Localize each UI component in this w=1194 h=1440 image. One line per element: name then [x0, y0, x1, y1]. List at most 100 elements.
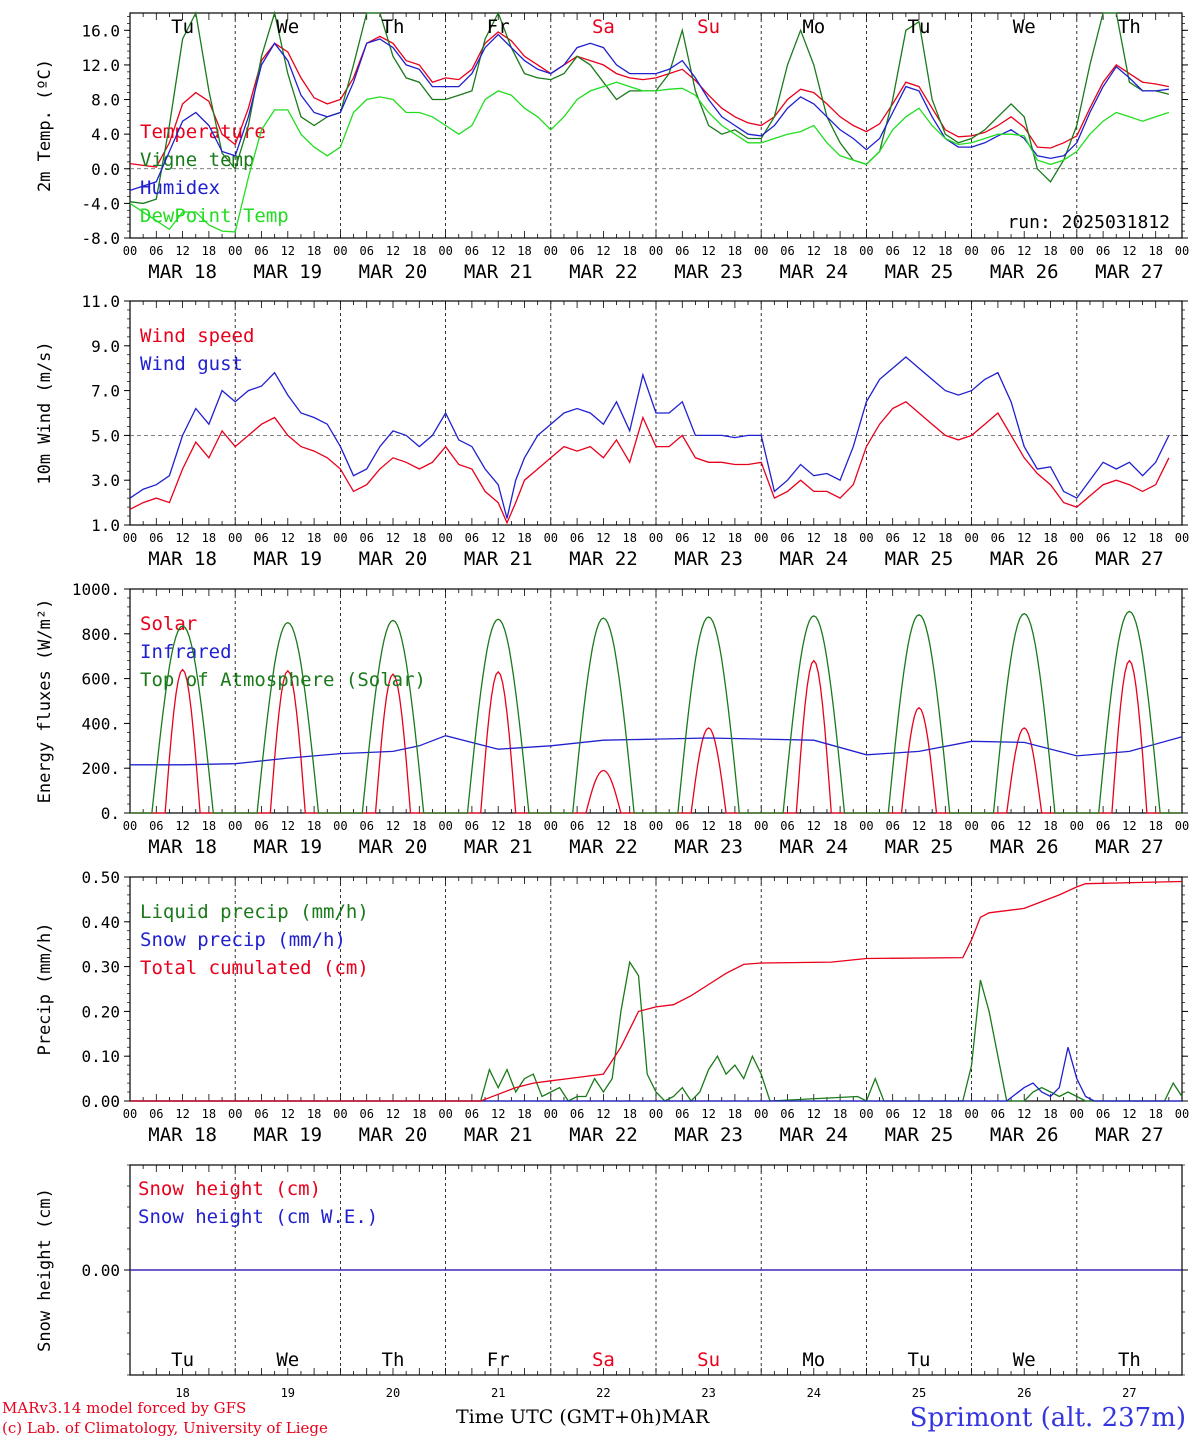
- day-label: MAR 24: [779, 836, 848, 858]
- x-tick-label: 00: [859, 1107, 873, 1121]
- x-tick-label: 00: [649, 1107, 663, 1121]
- x-tick-label: 06: [991, 531, 1005, 545]
- x-tick-label: 12: [912, 819, 926, 833]
- x-tick-label: 06: [149, 244, 163, 258]
- day-label: MAR 25: [885, 1124, 954, 1146]
- x-tick-label: 06: [465, 244, 479, 258]
- weekday-label: Th: [382, 16, 405, 38]
- weekday-label: Su: [697, 16, 720, 38]
- x-tick-label: 18: [517, 531, 531, 545]
- day-label: MAR 26: [990, 1124, 1059, 1146]
- day-label: MAR 25: [885, 836, 954, 858]
- day-label: MAR 27: [1095, 261, 1164, 283]
- y-tick-label: 200.: [81, 759, 120, 778]
- y-tick-label: -4.0: [81, 194, 120, 213]
- x-tick-label: 06: [254, 531, 268, 545]
- x-tick-label: 00: [859, 531, 873, 545]
- x-tick-label: 00: [438, 819, 452, 833]
- series-line: [129, 356, 1170, 519]
- day-label: MAR 21: [464, 1124, 533, 1146]
- day-label: MAR 26: [990, 548, 1059, 570]
- x-tick-label: 00: [333, 531, 347, 545]
- x-tick-label: 18: [1043, 531, 1057, 545]
- x-tick-label: 06: [465, 531, 479, 545]
- day-label: MAR 22: [569, 836, 638, 858]
- day-label: MAR 19: [253, 836, 322, 858]
- weekday-label: Fr: [487, 1349, 510, 1371]
- weekday-label: Th: [382, 1349, 405, 1371]
- weekday-label: Th: [1118, 16, 1141, 38]
- x-tick-label: 12: [491, 819, 505, 833]
- legend-entry: Top of Atmosphere (Solar): [140, 669, 426, 691]
- x-tick-label: 18: [728, 531, 742, 545]
- x-tick-label: 18: [517, 244, 531, 258]
- x-tick-label: 18: [938, 531, 952, 545]
- day-label: MAR 20: [359, 548, 428, 570]
- y-tick-label: 0.00: [81, 1092, 120, 1111]
- y-tick-label: 4.0: [91, 125, 120, 144]
- x-tick-label: 06: [359, 531, 373, 545]
- x-tick-label: 00: [123, 1107, 137, 1121]
- weekday-label: Tu: [908, 1349, 931, 1371]
- x-tick-label: 06: [465, 819, 479, 833]
- legend-entry: Wind speed: [140, 325, 254, 347]
- x-tick-label: 12: [1122, 819, 1136, 833]
- x-tick-label: 18: [202, 819, 216, 833]
- x-tick-label: 12: [807, 531, 821, 545]
- x-tick-label: 12: [596, 1107, 610, 1121]
- legend-entry: Infrared: [140, 641, 232, 663]
- x-tick-label: 00: [333, 1107, 347, 1121]
- series-line: [129, 401, 1170, 525]
- day-number: 20: [386, 1386, 400, 1400]
- panel-3: 1000. 800. 600. 400. 200. 0. Energy fluxes (W/…: [35, 580, 1189, 858]
- y-tick-label: 7.0: [91, 382, 120, 401]
- x-tick-label: 18: [1148, 244, 1162, 258]
- x-tick-label: 06: [570, 819, 584, 833]
- series-line: [130, 610, 1182, 814]
- x-tick-label: 18: [728, 819, 742, 833]
- x-tick-label: 12: [175, 819, 189, 833]
- series-line: [129, 81, 1170, 233]
- x-tick-label: 12: [1122, 1107, 1136, 1121]
- x-tick-label: 18: [728, 1107, 742, 1121]
- x-tick-label: 18: [622, 244, 636, 258]
- x-tick-label: 06: [570, 244, 584, 258]
- x-tick-label: 12: [1017, 819, 1031, 833]
- x-tick-label: 12: [596, 531, 610, 545]
- x-tick-label: 18: [412, 1107, 426, 1121]
- legend-entry: Snow height (cm W.E.): [138, 1206, 378, 1228]
- day-label: MAR 20: [359, 836, 428, 858]
- x-tick-label: 12: [281, 244, 295, 258]
- y-tick-label: 1000.: [72, 580, 120, 599]
- x-tick-label: 12: [1122, 531, 1136, 545]
- y-tick-label: 3.0: [91, 471, 120, 490]
- x-tick-label: 18: [307, 244, 321, 258]
- x-tick-label: 12: [1017, 1107, 1031, 1121]
- day-label: MAR 21: [464, 836, 533, 858]
- x-tick-label: 00: [754, 1107, 768, 1121]
- day-label: MAR 18: [148, 548, 217, 570]
- day-label: MAR 23: [674, 261, 743, 283]
- legend-entry: Wind gust: [140, 353, 243, 375]
- x-tick-label: 00: [123, 244, 137, 258]
- x-tick-label: 00: [1175, 819, 1189, 833]
- y-axis-label: 2m Temp. (ºC): [35, 59, 55, 192]
- day-label: MAR 25: [885, 548, 954, 570]
- weekday-label: Sa: [592, 1349, 615, 1371]
- x-tick-label: 00: [544, 244, 558, 258]
- x-tick-label: 18: [622, 531, 636, 545]
- day-number: 26: [1017, 1386, 1031, 1400]
- day-number: 22: [596, 1386, 610, 1400]
- day-label: MAR 21: [464, 548, 533, 570]
- day-label: MAR 19: [253, 261, 322, 283]
- x-tick-label: 00: [333, 244, 347, 258]
- x-tick-label: 18: [833, 1107, 847, 1121]
- x-tick-label: 06: [149, 1107, 163, 1121]
- day-label: MAR 19: [253, 1124, 322, 1146]
- x-tick-label: 00: [1175, 244, 1189, 258]
- day-number: 18: [175, 1386, 189, 1400]
- x-tick-label: 12: [1017, 244, 1031, 258]
- x-tick-label: 12: [491, 531, 505, 545]
- x-tick-label: 06: [1096, 531, 1110, 545]
- x-tick-label: 06: [991, 819, 1005, 833]
